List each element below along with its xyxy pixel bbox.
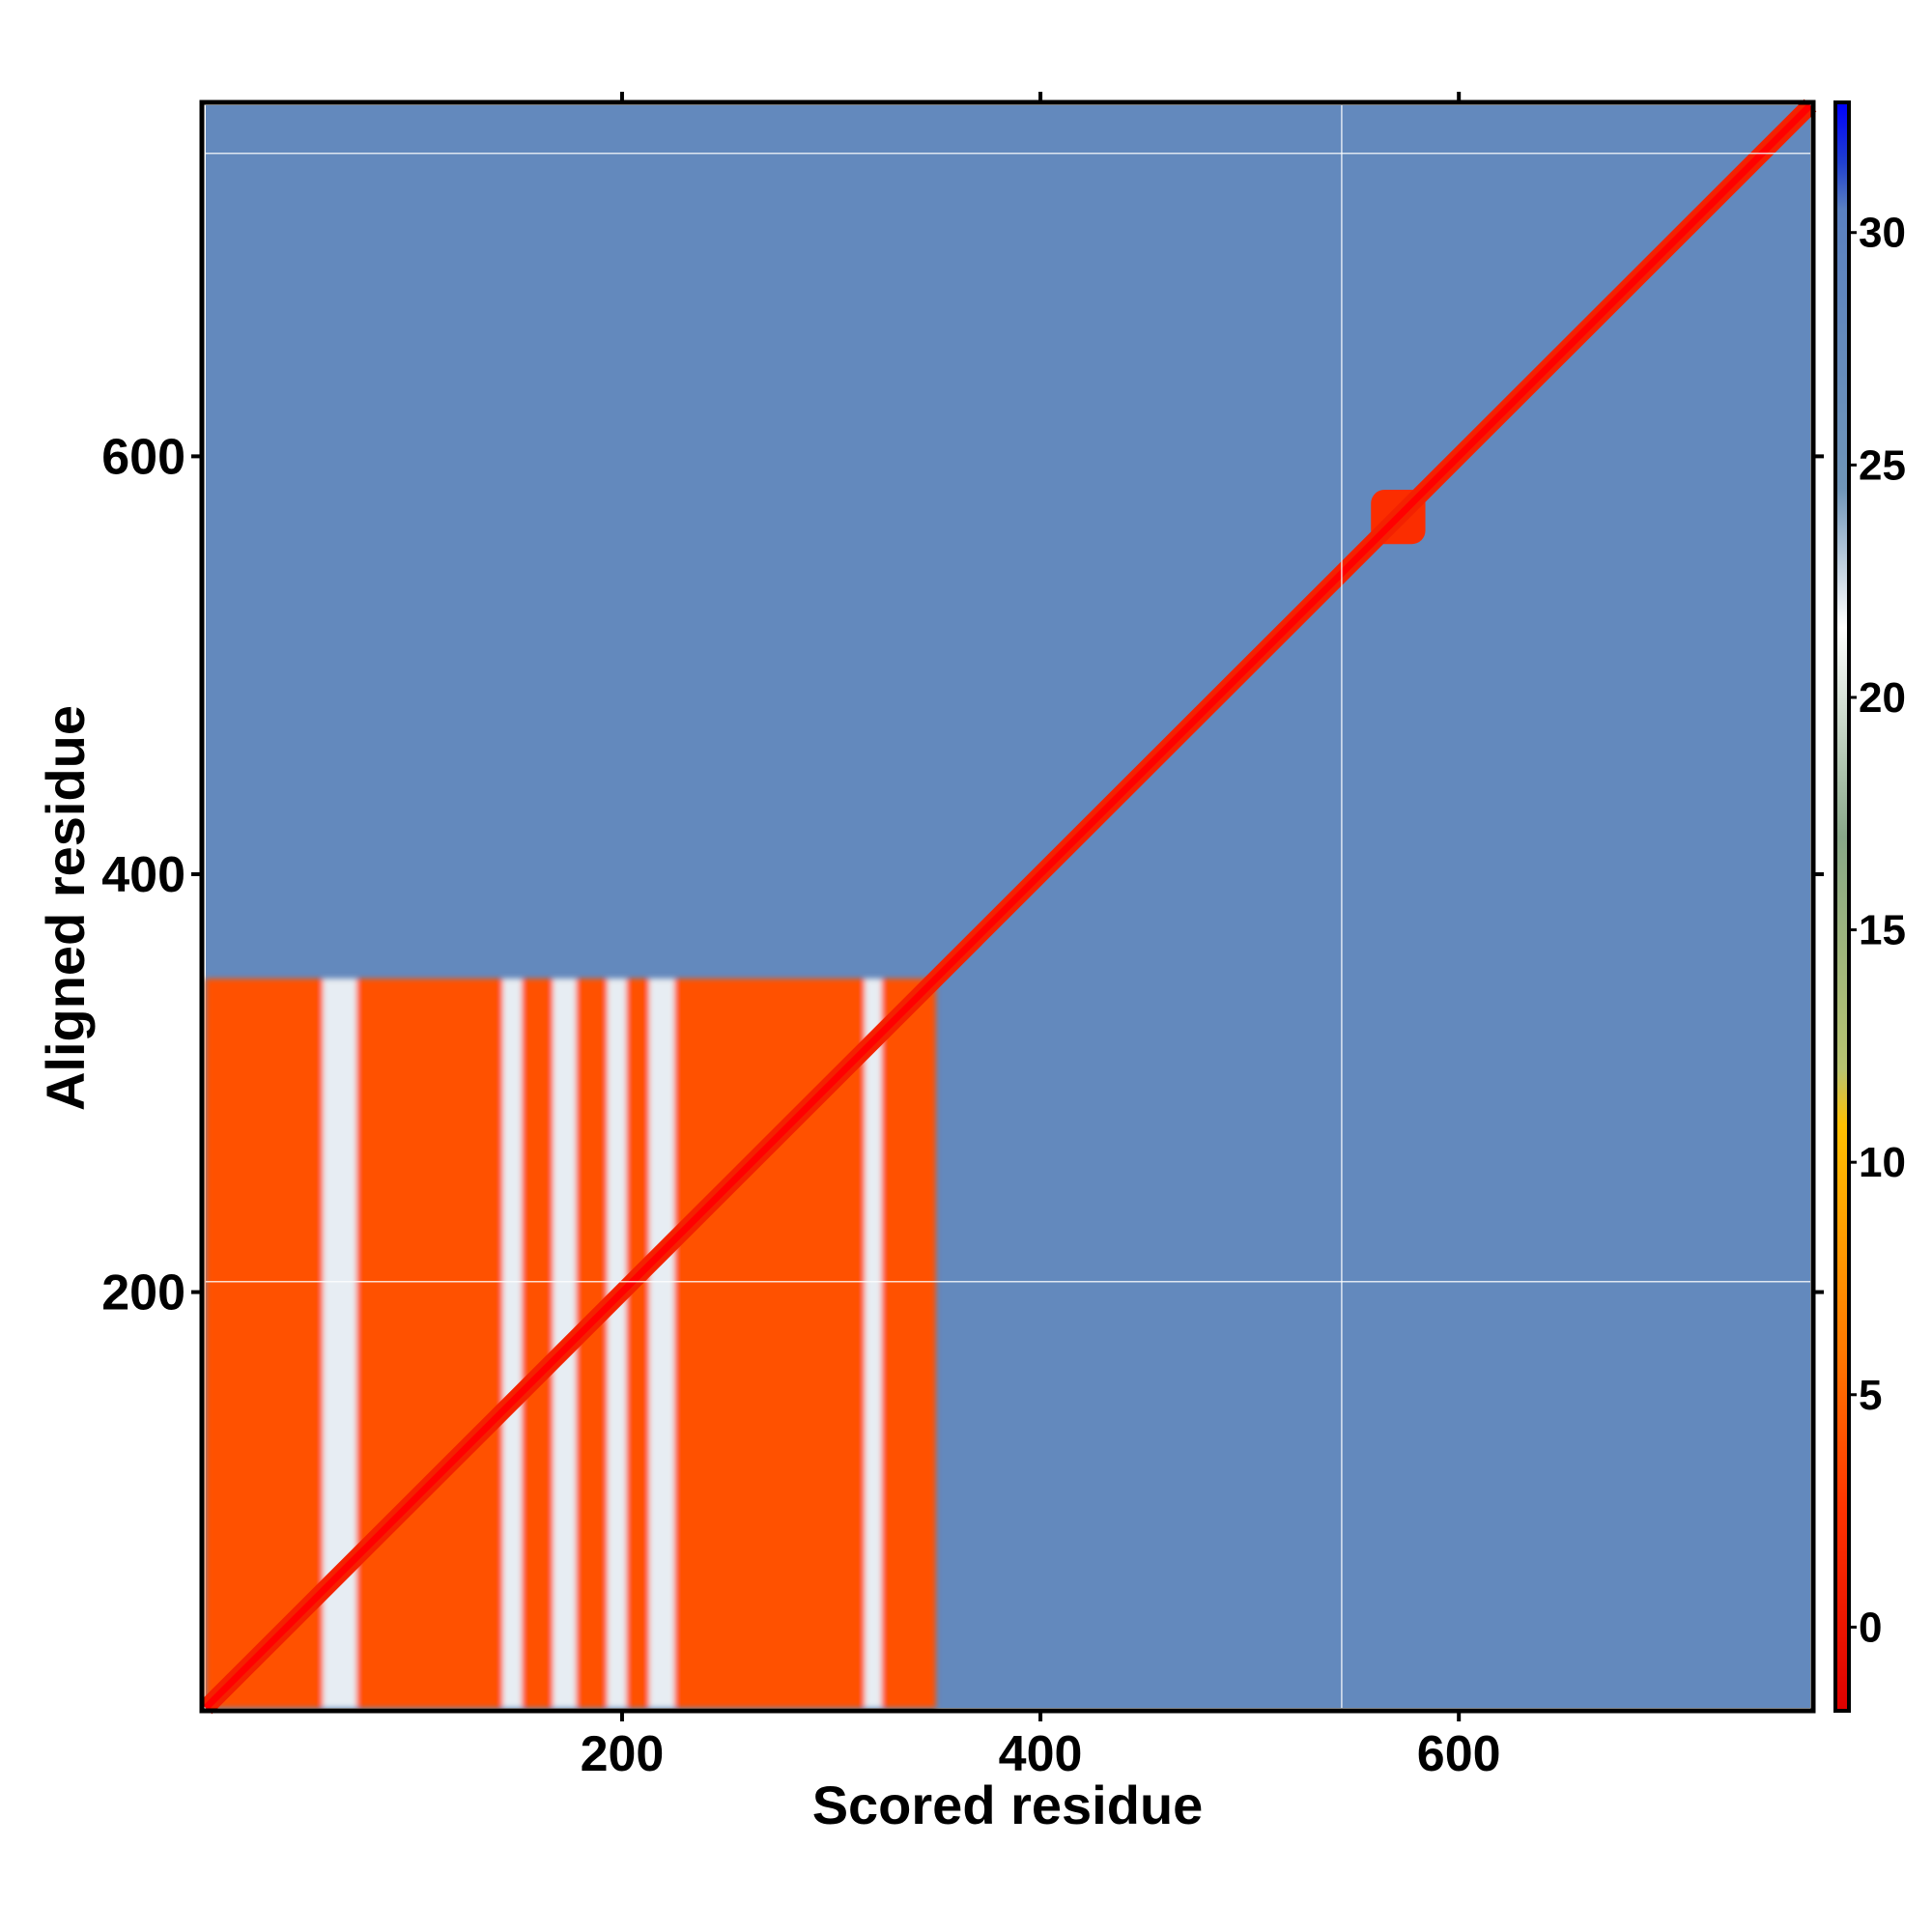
colorbar-fill [1835, 102, 1849, 1711]
diagonal-core [203, 102, 1813, 1711]
plot-frame [199, 99, 1816, 1714]
x-axis-title: Scored residue [812, 1775, 1204, 1835]
colorbar-tick-label: 15 [1859, 907, 1906, 954]
x-tick-label: 200 [581, 1726, 665, 1782]
y-tick-label: 600 [101, 429, 185, 485]
gap-column [607, 979, 627, 1708]
colorbar-tick-label: 30 [1859, 210, 1906, 257]
colorbar-ticks: 0 5 10 15 20 25 30 [1849, 210, 1906, 1651]
colorbar-tick-label: 10 [1859, 1139, 1906, 1186]
colorbar-tick-label: 0 [1859, 1604, 1882, 1651]
x-axis-ticks: 200 400 600 [581, 92, 1501, 1782]
y-axis-title: Aligned residue [35, 705, 96, 1111]
colorbar-tick-label: 25 [1859, 441, 1906, 489]
colorbar-tick-label: 20 [1859, 674, 1906, 722]
gap-column [649, 979, 675, 1708]
colorbar: 0 5 10 15 20 25 30 [1833, 100, 1906, 1713]
gap-column [323, 979, 356, 1708]
x-tick-label: 600 [1417, 1726, 1501, 1782]
colorbar-frame [1833, 100, 1851, 1713]
x-tick-label: 400 [999, 1726, 1083, 1782]
y-tick-label: 200 [101, 1265, 185, 1321]
colorbar-tick-label: 5 [1859, 1372, 1882, 1419]
heatmap-plot-area [199, 99, 1817, 1715]
gap-column [502, 979, 523, 1708]
gap-column [865, 979, 882, 1708]
y-axis-ticks: 200 400 600 [101, 429, 1824, 1321]
y-tick-label: 400 [101, 847, 185, 903]
